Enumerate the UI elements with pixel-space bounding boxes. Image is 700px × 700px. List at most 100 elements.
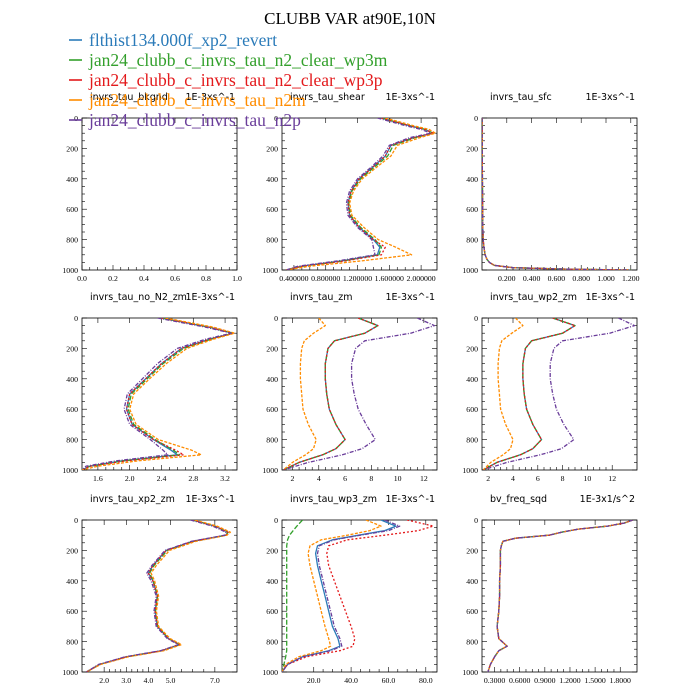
x-tick-label: 0.9000	[534, 676, 556, 685]
panel-invrs-tau-sfc: invrs_tau_sfc 1E-3xs^-1 0 200 400 600 800 1000 0…	[462, 92, 639, 283]
y-tick-label: 1000	[462, 466, 478, 475]
y-tick-label: 200	[66, 546, 78, 555]
panel-title: invrs_tau_shear	[290, 92, 365, 103]
x-tick-label: 60.0	[382, 676, 396, 685]
panel-invrs-tau-zm: invrs_tau_zm 1E-3xs^-1 0 200 400 600 800 1000 2 4…	[262, 292, 438, 483]
x-tick-label: 10	[394, 474, 402, 483]
x-tick-label: 80.0	[419, 676, 433, 685]
y-tick-label: 1000	[462, 266, 478, 275]
series-line-5	[82, 318, 233, 470]
x-tick-label: 2.000000	[406, 274, 435, 283]
panel-units: 1E-3xs^-1	[385, 494, 435, 505]
series-group	[282, 318, 436, 470]
y-tick-label: 1000	[262, 266, 278, 275]
x-tick-label: 1.8000	[610, 676, 632, 685]
x-tick-label: 12	[420, 474, 428, 483]
y-tick-label: 600	[466, 607, 478, 616]
y-tick-label: 600	[466, 405, 478, 414]
series-line-4	[86, 520, 232, 672]
y-tick-label: 0	[74, 114, 78, 123]
y-tick-label: 1000	[62, 266, 78, 275]
y-tick-label: 600	[66, 205, 78, 214]
series-line-3	[282, 520, 434, 672]
panel-units: 1E-3xs^-1	[385, 292, 435, 303]
plot-frame	[81, 117, 238, 271]
series-line-3	[283, 318, 379, 470]
x-tick-label: 0.4	[139, 274, 149, 283]
x-tick-label: 1.0	[232, 274, 242, 283]
series-group	[282, 520, 434, 672]
panel-units: 1E-3xs^-1	[585, 292, 635, 303]
panel-invrs-tau-bkgnd: invrs_tau_bkgnd 1E-3xs^-1 0 200 400 600 800 100…	[62, 92, 242, 283]
y-tick-label: 800	[266, 236, 278, 245]
panel-units: 1E-3xs^-1	[385, 92, 435, 103]
series-line-5	[483, 318, 636, 470]
legend-label: jan24_clubb_c_invrs_tau_n2_clear_wp3p	[88, 70, 383, 90]
x-tick-label: 8	[561, 474, 565, 483]
x-tick-label: 2.0	[125, 474, 135, 483]
x-tick-label: 8	[369, 474, 373, 483]
x-tick-label: 6	[536, 474, 540, 483]
x-tick-label: 1.600000	[375, 274, 404, 283]
y-tick-label: 600	[466, 205, 478, 214]
y-tick-label: 800	[266, 638, 278, 647]
x-tick-label: 6	[343, 474, 347, 483]
y-tick-label: 200	[66, 144, 78, 153]
y-tick-label: 0	[74, 314, 78, 323]
y-tick-label: 400	[266, 577, 278, 586]
y-tick-label: 1000	[262, 668, 278, 677]
series-line-3	[86, 520, 229, 672]
y-tick-label: 200	[266, 144, 278, 153]
x-tick-label: 3.2	[220, 474, 230, 483]
y-tick-label: 1000	[462, 668, 478, 677]
legend-label: flthist134.000f_xp2_revert	[89, 30, 277, 50]
series-line-1	[282, 520, 397, 672]
panel-invrs-tau-wp3-zm: invrs_tau_wp3_zm 1E-3xs^-1 0 200 400 600 800 10…	[262, 494, 438, 685]
series-group	[86, 520, 232, 672]
x-tick-label: 0.200	[498, 274, 516, 283]
panel-units: 1E-3xs^-1	[185, 494, 235, 505]
y-tick-label: 200	[66, 344, 78, 353]
y-tick-label: 0	[474, 314, 478, 323]
series-line-1	[482, 318, 576, 470]
x-tick-label: 2.4	[157, 474, 167, 483]
y-tick-label: 400	[66, 375, 78, 384]
series-line-5	[86, 520, 227, 672]
plot-frame	[81, 317, 238, 471]
x-tick-label: 1.000	[597, 274, 615, 283]
y-tick-label: 400	[266, 375, 278, 384]
series-line-1	[482, 118, 631, 270]
y-tick-label: 400	[66, 175, 78, 184]
series-line-4	[482, 318, 524, 470]
series-line-4	[282, 520, 382, 672]
plot-frame	[481, 117, 638, 271]
legend-item: jan24_clubb_c_invrs_tau_n2_clear_wp3m	[69, 50, 388, 70]
panel-title: invrs_tau_zm	[290, 292, 352, 303]
y-tick-label: 0	[474, 114, 478, 123]
panel-units: 1E-3xs^-1	[185, 292, 235, 303]
x-tick-label: 1.200	[622, 274, 640, 283]
y-tick-label: 400	[66, 577, 78, 586]
panel-title: invrs_tau_bkgnd	[90, 92, 168, 103]
x-tick-label: 0.600	[548, 274, 566, 283]
x-tick-label: 0.800000	[311, 274, 340, 283]
y-tick-label: 400	[466, 175, 478, 184]
x-tick-label: 1.6	[93, 474, 103, 483]
series-line-4	[285, 118, 437, 270]
y-tick-label: 200	[266, 344, 278, 353]
series-line-2	[482, 118, 631, 270]
series-group	[482, 318, 636, 470]
legend-item: jan24_clubb_c_invrs_tau_n2m	[69, 90, 306, 110]
y-tick-label: 400	[466, 375, 478, 384]
plot-frame	[281, 317, 438, 471]
x-tick-label: 20.0	[307, 676, 321, 685]
series-line-5	[285, 118, 432, 270]
x-tick-label: 0.8	[201, 274, 211, 283]
x-tick-label: 0.2	[108, 274, 118, 283]
y-tick-label: 800	[66, 638, 78, 647]
x-tick-label: 10	[584, 474, 592, 483]
y-tick-label: 600	[266, 205, 278, 214]
series-line-1	[283, 318, 379, 470]
